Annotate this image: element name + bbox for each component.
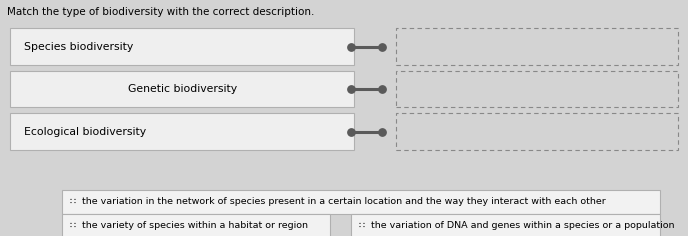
FancyBboxPatch shape [10,113,354,150]
Point [376,45,387,49]
Text: ∷  the variation in the network of species present in a certain location and the: ∷ the variation in the network of specie… [70,197,606,206]
Point [345,130,356,134]
FancyBboxPatch shape [62,190,660,214]
FancyBboxPatch shape [396,28,678,65]
Text: Ecological biodiversity: Ecological biodiversity [24,126,147,137]
Point [376,130,387,134]
Point [376,87,387,91]
Text: Species biodiversity: Species biodiversity [24,42,133,52]
FancyBboxPatch shape [396,113,678,150]
FancyBboxPatch shape [351,214,660,236]
FancyBboxPatch shape [62,214,330,236]
FancyBboxPatch shape [10,71,354,107]
Text: ∷  the variety of species within a habitat or region: ∷ the variety of species within a habita… [70,221,308,230]
FancyBboxPatch shape [396,71,678,107]
FancyBboxPatch shape [10,28,354,65]
Point [345,87,356,91]
Point [345,45,356,49]
Text: ∷  the variation of DNA and genes within a species or a population: ∷ the variation of DNA and genes within … [359,221,675,230]
Text: Match the type of biodiversity with the correct description.: Match the type of biodiversity with the … [7,7,314,17]
Text: Genetic biodiversity: Genetic biodiversity [128,84,237,94]
